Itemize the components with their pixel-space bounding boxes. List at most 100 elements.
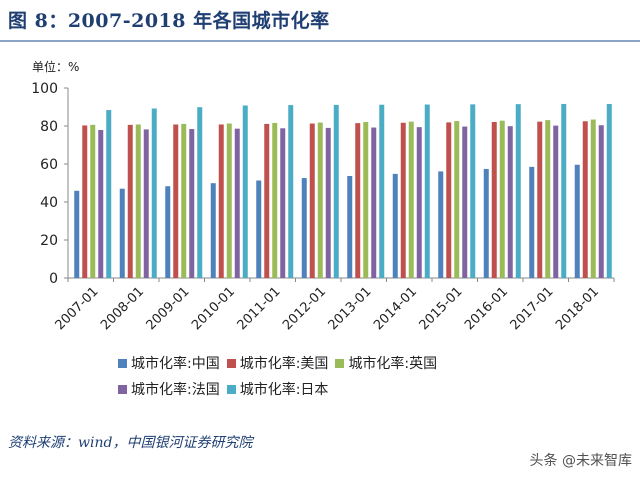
bar [574, 164, 580, 278]
x-tick-label: 2011-01 [235, 284, 284, 333]
bar [189, 129, 195, 278]
bar [210, 183, 216, 278]
bar [165, 186, 171, 278]
watermark: 头条 @未来智库 [529, 453, 632, 469]
bar [355, 123, 361, 279]
bar [226, 123, 232, 278]
legend-swatch [118, 384, 127, 394]
bar [106, 110, 112, 278]
bar [408, 121, 414, 278]
x-tick-label: 2010-01 [189, 284, 238, 333]
bar [491, 122, 497, 278]
bar [561, 103, 567, 279]
bar [272, 122, 278, 279]
bar [454, 121, 460, 278]
bar [98, 129, 104, 278]
legend-swatch [226, 384, 236, 394]
bar [582, 121, 588, 278]
legend-row: 城市化率:中国 城市化率:美国 城市化率:英国 [118, 350, 588, 376]
bar [234, 128, 240, 278]
unit-label: 单位：% [32, 60, 80, 74]
bar [553, 125, 559, 279]
bar [598, 125, 604, 279]
chart-legend: 城市化率:中国 城市化率:美国 城市化率:英国城市化率:法国 城市化率:日本 [118, 350, 588, 402]
bar [379, 104, 385, 278]
bar [470, 104, 476, 278]
legend-label: 城市化率:美国 [239, 356, 329, 372]
legend-row: 城市化率:法国 城市化率:日本 [118, 376, 588, 402]
bar [256, 180, 262, 278]
legend-label: 城市化率:英国 [348, 356, 438, 372]
bar [371, 127, 377, 279]
bar [181, 123, 187, 278]
x-tick-label: 2012-01 [280, 284, 329, 333]
bar [590, 119, 596, 278]
x-tick-label: 2007-01 [53, 284, 102, 333]
y-tick-label: 60 [40, 157, 58, 173]
bar [264, 123, 270, 278]
x-tick-label: 2008-01 [98, 284, 147, 333]
bar [82, 125, 88, 279]
bar [424, 104, 430, 278]
bar [446, 122, 452, 278]
bar [515, 104, 521, 279]
bar [301, 178, 307, 278]
y-tick-label: 80 [40, 119, 58, 135]
x-tick-label: 2014-01 [371, 284, 420, 333]
bar [483, 168, 489, 278]
bar [197, 107, 203, 278]
title-divider [0, 40, 640, 42]
bar [545, 120, 551, 278]
bar [333, 104, 339, 278]
bar [363, 122, 369, 278]
legend-swatch [118, 358, 127, 368]
bar [143, 129, 149, 278]
x-tick-label: 2017-01 [508, 284, 557, 333]
legend-item: 城市化率:中国 [118, 353, 220, 373]
bar [400, 122, 406, 279]
bar [606, 103, 612, 279]
x-tick-label: 2013-01 [326, 284, 375, 333]
bar [416, 127, 422, 278]
legend-item: 城市化率:日本 [226, 379, 329, 399]
bar [309, 123, 315, 278]
legend-swatch [226, 358, 236, 368]
bar [507, 126, 513, 278]
bar [135, 124, 141, 278]
legend-label: 城市化率:日本 [239, 382, 329, 398]
y-tick-label: 100 [31, 81, 58, 97]
bar [90, 124, 96, 278]
bar [529, 166, 535, 278]
bar [325, 127, 331, 279]
y-tick-label: 40 [40, 195, 58, 211]
legend-label: 城市化率:法国 [131, 382, 220, 398]
x-tick-label: 2018-01 [553, 284, 602, 333]
bar [280, 128, 286, 278]
legend-item: 城市化率:美国 [226, 353, 329, 373]
x-tick-label: 2016-01 [462, 284, 511, 333]
bar [173, 124, 179, 278]
y-tick-label: 0 [49, 271, 58, 287]
x-tick-label: 2009-01 [144, 284, 193, 333]
bar [537, 121, 543, 278]
bar [499, 120, 505, 279]
bar [347, 175, 353, 278]
bar [127, 124, 133, 278]
bar [317, 122, 323, 278]
bar [462, 126, 468, 278]
legend-item: 城市化率:英国 [335, 353, 437, 373]
bar [119, 188, 125, 278]
bar [392, 173, 398, 278]
bar [242, 105, 248, 278]
bar [74, 190, 80, 278]
source-note: 资料来源：wind，中国银河证券研究院 [8, 435, 253, 451]
chart-title: 图 8：2007-2018 年各国城市化率 [8, 10, 330, 32]
x-tick-label: 2015-01 [417, 284, 466, 333]
bar [438, 171, 444, 278]
legend-label: 城市化率:中国 [131, 356, 220, 372]
legend-swatch [335, 358, 345, 368]
bar-chart: 0 20 40 60 80 100 2007-012008-012009-012010-01… [31, 81, 615, 333]
bar [151, 108, 157, 279]
bar [218, 124, 224, 278]
legend-item: 城市化率:法国 [118, 379, 220, 399]
